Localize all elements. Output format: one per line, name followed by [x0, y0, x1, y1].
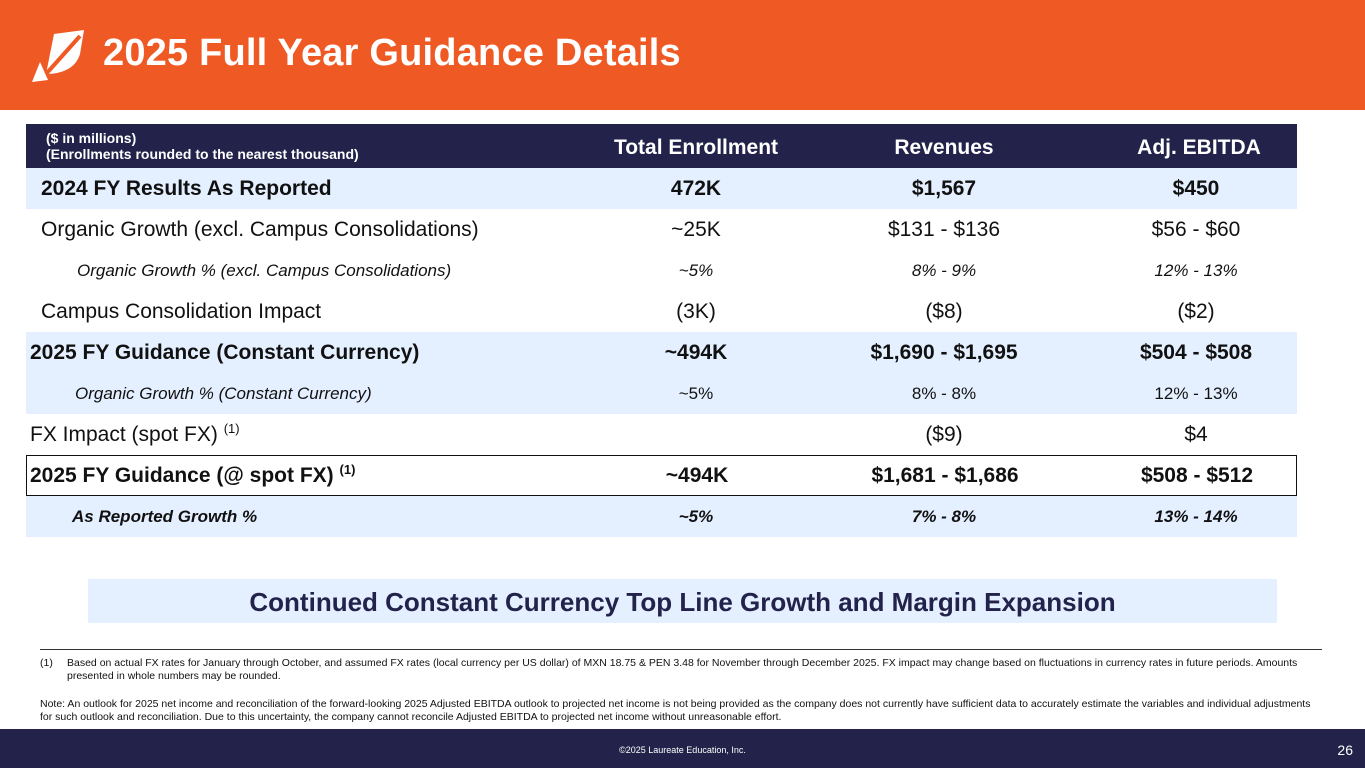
table-row: Organic Growth (excl. Campus Consolidati…	[26, 209, 1297, 250]
table-row: Campus Consolidation Impact (3K) ($8) ($…	[26, 291, 1297, 332]
header-bar: 2025 Full Year Guidance Details	[0, 0, 1365, 110]
cell: $1,567	[911, 177, 977, 200]
footnote-divider	[40, 649, 1322, 650]
cell: (3K)	[676, 300, 716, 323]
cell: 12% - 13%	[1154, 261, 1238, 280]
row-label: As Reported Growth %	[72, 507, 258, 526]
footnote-note: Note: An outlook for 2025 net income and…	[40, 698, 1311, 723]
row-label: Campus Consolidation Impact	[41, 300, 322, 323]
footer-bar: ©2025 Laureate Education, Inc. 26	[0, 729, 1365, 768]
row-label: Organic Growth (excl. Campus Consolidati…	[41, 218, 479, 241]
cell: ~5%	[678, 507, 714, 526]
cell: $504 - $508	[1139, 341, 1253, 364]
footnote-text: Based on actual FX rates for January thr…	[67, 657, 1298, 682]
row-label: 2025 FY Guidance (Constant Currency)	[30, 341, 420, 364]
row-label: Organic Growth % (Constant Currency)	[75, 384, 372, 403]
page-title: 2025 Full Year Guidance Details	[103, 32, 681, 74]
table-units-note: ($ in millions) (Enrollments rounded to …	[46, 130, 359, 162]
copyright: ©2025 Laureate Education, Inc.	[619, 745, 746, 755]
cell: $1,681 - $1,686	[871, 464, 1019, 487]
cell: $450	[1172, 177, 1220, 200]
column-revenues: Revenues	[894, 136, 994, 159]
cell: ~5%	[678, 384, 714, 403]
column-total-enrollment: Total Enrollment	[613, 136, 779, 159]
cell: $508 - $512	[1140, 464, 1254, 487]
cell: 13% - 14%	[1154, 507, 1238, 526]
cell: 8% - 9%	[911, 261, 977, 280]
row-label: FX Impact (spot FX) (1)	[30, 421, 240, 446]
page-number: 26	[1337, 742, 1353, 758]
table-row: Organic Growth % (Constant Currency) ~5%…	[26, 373, 1297, 414]
cell: 7% - 8%	[911, 507, 977, 526]
takeaway-banner: Continued Constant Currency Top Line Gro…	[88, 579, 1277, 623]
cell: 12% - 13%	[1154, 384, 1238, 403]
column-adj-ebitda: Adj. EBITDA	[1137, 136, 1261, 159]
table-row: 2024 FY Results As Reported 472K $1,567 …	[26, 168, 1297, 209]
cell: 472K	[670, 177, 722, 200]
table-row: As Reported Growth % ~5% 7% - 8% 13% - 1…	[26, 496, 1297, 537]
cell: ~494K	[665, 464, 729, 487]
guidance-table: ($ in millions) (Enrollments rounded to …	[26, 124, 1297, 537]
cell: ($8)	[925, 300, 963, 323]
cell: $1,690 - $1,695	[870, 341, 1018, 364]
footnote-1: (1) Based on actual FX rates for January…	[40, 657, 1325, 683]
table-row: FX Impact (spot FX) (1) ($9) $4	[26, 414, 1297, 455]
table-row-highlighted: 2025 FY Guidance (@ spot FX) (1) ~494K $…	[26, 455, 1297, 496]
row-label: Organic Growth % (excl. Campus Consolida…	[77, 261, 452, 280]
row-label: 2025 FY Guidance (@ spot FX) (1)	[30, 462, 356, 487]
row-label: 2024 FY Results As Reported	[41, 177, 332, 200]
table-header: ($ in millions) (Enrollments rounded to …	[26, 124, 1297, 168]
cell: ($9)	[925, 423, 963, 446]
table-row: 2025 FY Guidance (Constant Currency) ~49…	[26, 332, 1297, 373]
footnote-number: (1)	[40, 657, 53, 669]
cell: ~5%	[678, 261, 714, 280]
cell: ~494K	[664, 341, 728, 364]
cell: ($2)	[1177, 300, 1215, 323]
cell: $4	[1184, 423, 1208, 446]
cell: ~25K	[671, 218, 721, 241]
table-row: Organic Growth % (excl. Campus Consolida…	[26, 250, 1297, 291]
cell: 8% - 8%	[911, 384, 977, 403]
leaf-logo-icon	[32, 30, 84, 82]
cell: $131 - $136	[887, 218, 1001, 241]
cell: $56 - $60	[1151, 218, 1241, 241]
